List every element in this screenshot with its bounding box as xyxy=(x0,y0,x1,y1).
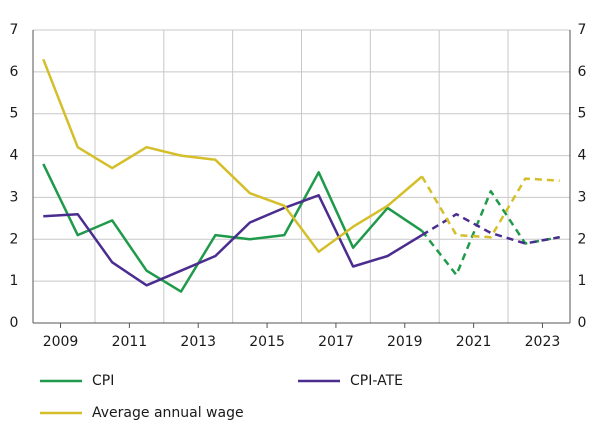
y2-tick-label: 5 xyxy=(578,106,587,122)
x-tick-label: 2021 xyxy=(456,334,492,350)
x-tick-label: 2017 xyxy=(318,334,354,350)
y2-tick-label: 6 xyxy=(578,64,587,80)
series-line xyxy=(42,58,423,254)
x-tick-label: 2019 xyxy=(387,334,423,350)
y-tick-label: 6 xyxy=(10,64,19,80)
series-line-projection xyxy=(421,189,560,277)
y-tick-label: 4 xyxy=(10,148,19,164)
series-line xyxy=(43,194,423,287)
y2-tick-label: 3 xyxy=(578,189,587,205)
series-line xyxy=(42,163,423,293)
x-tick-label: 2009 xyxy=(43,334,79,350)
legend-label: CPI xyxy=(92,373,114,389)
y2-tick-label: 0 xyxy=(578,315,587,331)
y2-tick-label: 4 xyxy=(578,148,587,164)
y-tick-label: 5 xyxy=(10,106,19,122)
x-tick-label: 2013 xyxy=(180,334,216,350)
x-tick-label: 2023 xyxy=(525,334,561,350)
y-tick-label: 3 xyxy=(10,189,19,205)
x-tick-label: 2015 xyxy=(249,334,285,350)
y2-tick-label: 2 xyxy=(578,231,587,247)
legend-label: CPI-ATE xyxy=(350,373,403,389)
series-line-projection xyxy=(421,212,560,245)
y-tick-label: 2 xyxy=(10,231,19,247)
series-line-projection xyxy=(420,175,560,239)
y-tick-label: 7 xyxy=(10,22,19,38)
y2-tick-label: 7 xyxy=(578,22,587,38)
legend-label: Average annual wage xyxy=(92,405,244,421)
y2-tick-label: 1 xyxy=(578,273,587,289)
x-tick-label: 2011 xyxy=(112,334,148,350)
y-tick-label: 0 xyxy=(10,315,19,331)
y-tick-label: 1 xyxy=(10,273,19,289)
